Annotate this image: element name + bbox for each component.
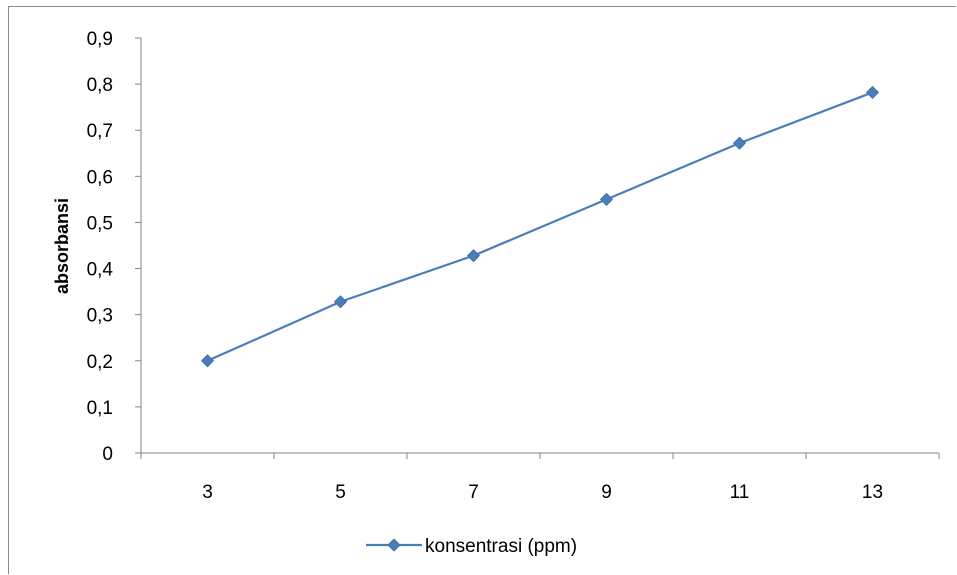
y-axis-title: absorbansi [52,198,72,294]
y-ticks: 0 0,1 0,2 0,3 0,4 0,5 0,6 0,7 0,8 0,9 [87,29,141,465]
y-tick-label: 0,8 [87,75,113,96]
x-tick-label: 11 [730,482,750,503]
x-tick-label: 13 [862,482,883,503]
data-point-marker [333,295,348,309]
data-point-marker [732,136,747,150]
series-line [207,91,873,362]
x-tick-label: 9 [601,482,612,503]
legend-label: konsentrasi (ppm) [425,536,577,557]
y-tick-label: 0,6 [87,167,113,188]
y-tick-label: 0 [102,444,113,465]
legend-marker [387,538,401,552]
x-tick-label: 5 [335,482,346,503]
y-tick-label: 0,5 [87,213,113,234]
y-tick-label: 0,4 [87,260,114,281]
data-point-marker [466,249,481,263]
x-ticks: 3 5 7 9 11 13 [140,453,940,503]
y-tick-label: 0,7 [87,121,113,142]
y-tick-label: 0,9 [87,29,113,50]
y-tick-label: 0,3 [87,306,113,327]
y-tick-label: 0,2 [87,352,113,373]
chart-frame [8,6,956,574]
x-tick-label: 7 [468,482,479,503]
x-tick-label: 3 [202,482,213,503]
legend: konsentrasi (ppm) [366,536,577,557]
series-layer [200,85,880,368]
data-point-marker [599,192,614,206]
axes [140,38,939,454]
data-point-marker [865,85,880,99]
data-point-marker [200,354,215,368]
y-tick-label: 0,1 [87,398,113,419]
